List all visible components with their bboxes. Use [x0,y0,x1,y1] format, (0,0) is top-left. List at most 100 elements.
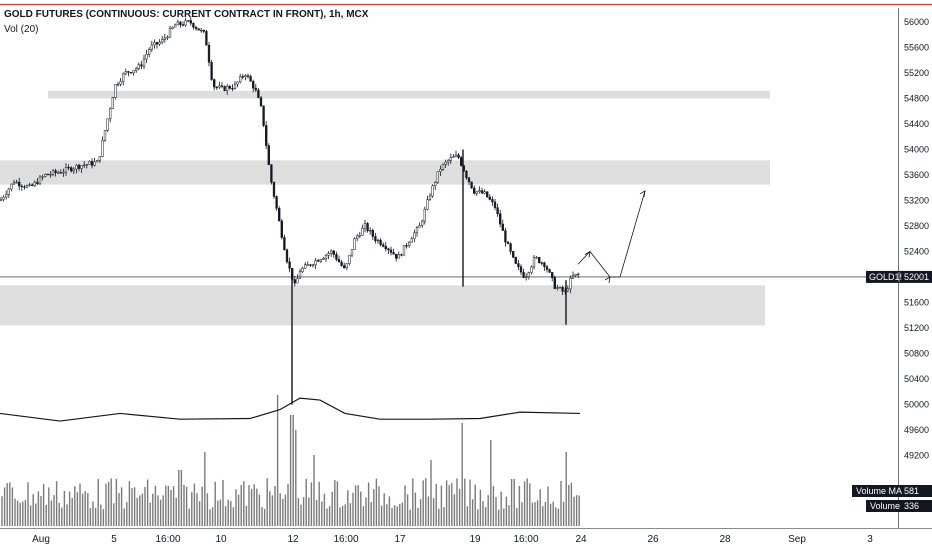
volume-bar [74,486,76,526]
candle-body [483,191,486,194]
volume-bar [555,507,557,526]
candle-body [337,259,341,263]
volume-bar [100,504,102,526]
candle-body [64,166,68,173]
volume-bar [14,498,16,526]
candle-body [454,154,458,157]
candle-body [314,260,317,266]
candle-body [402,245,406,256]
candle-body [395,253,398,259]
price-tick-label: 56000 [904,17,929,27]
volume-ma-tag-bg [852,485,932,497]
candle-body [478,190,481,192]
volume-bar [373,489,375,526]
time-tick-label: 16:00 [155,534,180,545]
candle-body [353,238,356,250]
candle-body [363,223,367,229]
candle-body [137,64,140,69]
price-axis[interactable]: 56000 55600 55200 54800 54400 54000 53600 53200… [904,17,929,461]
candle-body [348,254,351,264]
candle-body [150,44,153,50]
volume-bar [417,507,419,526]
volume-bar [282,498,284,526]
candle-body [418,225,421,228]
volume-bar [146,479,149,526]
time-tick-label: 19 [469,534,481,545]
price-tick-label: 50800 [904,349,929,359]
candle-body [410,238,413,243]
candle-body [46,173,49,176]
volume-bar [461,423,463,526]
volume-bar [16,500,19,526]
indicator-label: Vol (20) [4,24,39,35]
volume-bar [456,478,458,526]
volume-bar [53,495,55,526]
volume-bar [154,485,157,526]
candle-body [111,97,114,109]
volume-bar [37,491,40,526]
volume-bar [484,507,487,526]
volume-bar [63,490,66,526]
candle-body [176,21,179,26]
zones-layer [0,90,770,326]
candle-body [379,239,382,245]
candle-body [231,88,234,90]
volume-bar [331,491,333,526]
volume-bar [427,496,430,526]
candle-body [192,22,195,28]
volume-bar [126,502,128,526]
candle-body [140,64,143,67]
candle-body [249,76,252,82]
projection-path [577,190,646,278]
candle-body [499,213,502,225]
volume-bar [188,508,190,526]
candle-body [41,176,44,178]
volume-bar [404,485,406,526]
volume-bar [206,493,209,526]
price-tick-label: 54800 [904,94,929,104]
candle-body [106,118,109,131]
candle-body [405,245,408,247]
volume-bar [9,482,11,526]
candle-body [311,264,315,266]
candle-body [233,83,237,89]
candle-body [436,171,439,183]
candle-body [75,164,78,170]
candle-body [166,36,169,39]
volume-bar [204,452,206,526]
price-tick-label: 55200 [904,68,929,78]
volume-bar [557,508,560,526]
volume-bar [310,482,313,526]
time-tick-label: 5 [111,534,117,545]
price-tag-value: 52001 [904,272,929,282]
volume-bar [11,487,14,526]
time-tick-label: 24 [575,534,587,545]
candle-body [470,181,473,189]
candle-body [298,271,302,279]
time-axis[interactable]: Aug 5 16:00 10 12 16:00 17 19 16:00 24 26 28 Sep 3 [32,534,873,545]
volume-bar [201,486,203,526]
candle-body [262,105,265,126]
volume-bar [354,485,357,526]
volume-bar [357,485,359,526]
candle-body [512,251,515,258]
candle-body [415,226,419,234]
time-tick-label: Aug [32,534,50,545]
time-tick-label: 26 [647,534,659,545]
candle-body [356,235,359,239]
candle-body [72,168,75,172]
volume-bar [224,506,227,526]
candle-body [345,263,348,269]
volume-bar [568,484,570,526]
volume-bar [107,481,110,526]
candle-body [538,257,541,263]
volume-bar [289,415,292,526]
candle-body [340,261,343,266]
price-tag-symbol: GOLD1! [869,272,902,282]
candle-body [85,164,88,166]
candle-body [343,265,346,269]
candle-body [514,257,517,264]
volume-bar [144,486,146,526]
candle-body [148,49,151,55]
